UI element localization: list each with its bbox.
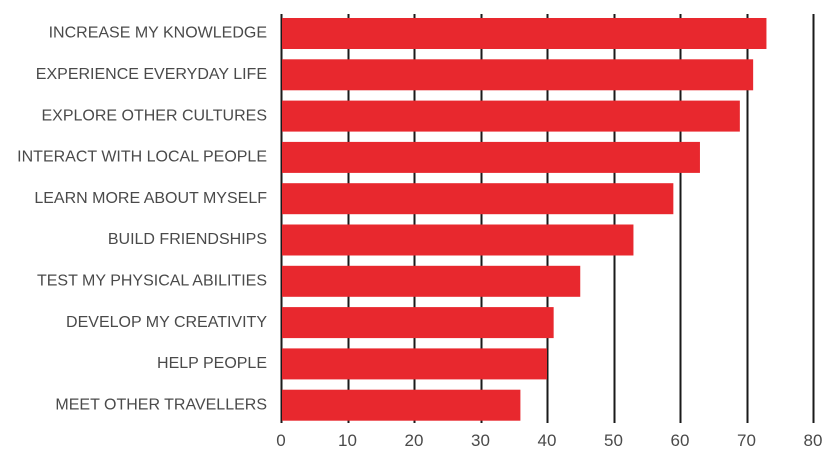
category-label: MEET OTHER TRAVELLERS bbox=[55, 396, 267, 413]
bars bbox=[282, 18, 767, 421]
bar-2 bbox=[282, 59, 754, 91]
bar-1 bbox=[282, 18, 767, 49]
category-label: EXPLORE OTHER CULTURES bbox=[41, 107, 267, 124]
bar-9 bbox=[282, 348, 547, 380]
category-labels: INCREASE MY KNOWLEDGE EXPERIENCE EVERYDAY… bbox=[17, 25, 267, 414]
category-label: TEST MY PHYSICAL ABILITIES bbox=[37, 273, 267, 290]
bar-10 bbox=[282, 389, 521, 421]
category-label: INCREASE MY KNOWLEDGE bbox=[49, 25, 267, 42]
bar-3 bbox=[282, 100, 740, 132]
bar-4 bbox=[282, 141, 700, 173]
x-tick-label: 10 bbox=[338, 431, 357, 450]
x-tick-label: 50 bbox=[604, 431, 623, 450]
bar-6 bbox=[282, 224, 634, 256]
x-tick-labels: 0 10 20 30 40 50 60 70 80 bbox=[276, 431, 822, 450]
category-label: DEVELOP MY CREATIVITY bbox=[66, 314, 267, 331]
x-tick-label: 40 bbox=[538, 431, 557, 450]
category-label: EXPERIENCE EVERYDAY LIFE bbox=[36, 66, 267, 83]
bar-5 bbox=[282, 183, 674, 215]
x-tick-label: 70 bbox=[737, 431, 756, 450]
bar-7 bbox=[282, 265, 581, 297]
x-tick-label: 60 bbox=[671, 431, 690, 450]
category-label: BUILD FRIENDSHIPS bbox=[108, 231, 267, 248]
x-tick-label: 80 bbox=[804, 431, 823, 450]
x-tick-label: 20 bbox=[405, 431, 424, 450]
x-tick-label: 30 bbox=[471, 431, 490, 450]
bar-8 bbox=[282, 307, 554, 339]
category-label: LEARN MORE ABOUT MYSELF bbox=[34, 190, 267, 207]
category-label: INTERACT WITH LOCAL PEOPLE bbox=[17, 149, 267, 166]
x-tick-label: 0 bbox=[276, 431, 285, 450]
category-label: HELP PEOPLE bbox=[157, 355, 267, 372]
